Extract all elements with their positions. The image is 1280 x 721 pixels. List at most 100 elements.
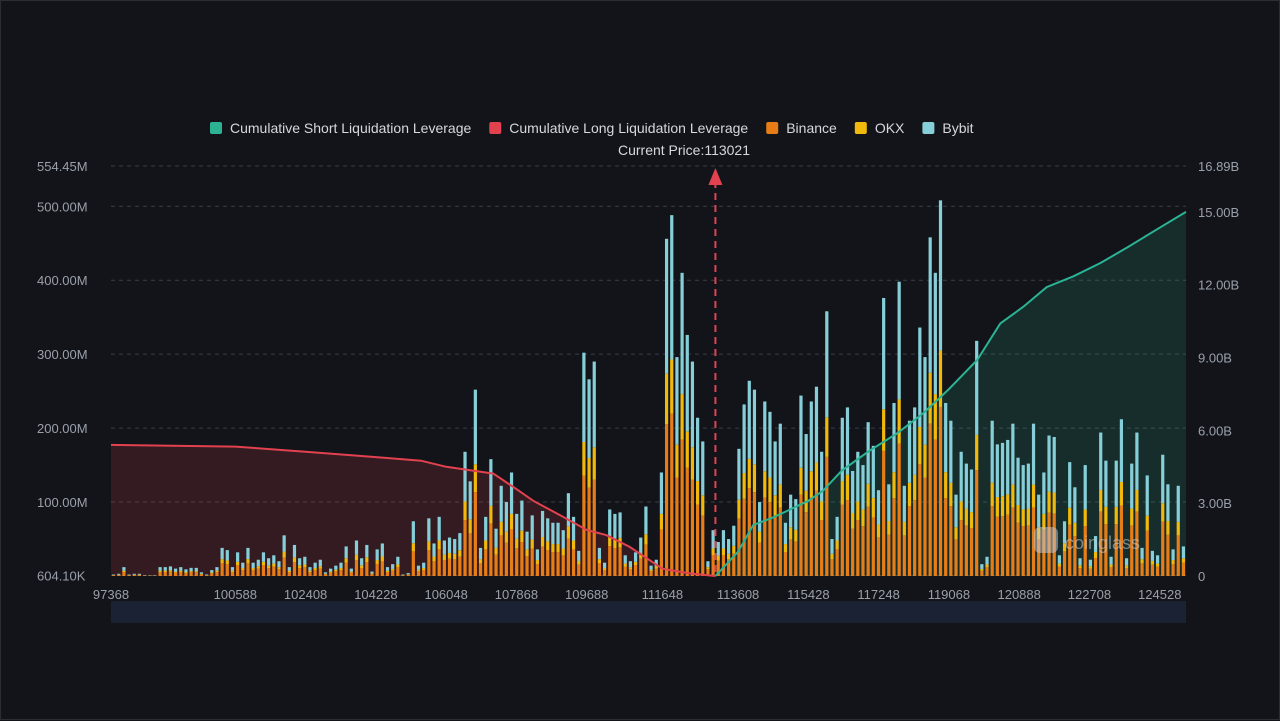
- bar-bybit: [370, 572, 373, 574]
- bar-bybit: [329, 569, 332, 572]
- bar-binance: [412, 551, 415, 576]
- bar-okx: [164, 571, 167, 572]
- bar-bybit: [1084, 465, 1087, 509]
- bar-binance: [991, 506, 994, 576]
- bar-okx: [158, 571, 161, 572]
- bar-okx: [892, 472, 895, 498]
- current-price-arrow-icon: [708, 168, 722, 185]
- bar-binance: [272, 567, 275, 576]
- bar-binance: [856, 520, 859, 576]
- y-left-tick: 100.00M: [37, 495, 88, 510]
- bar-okx: [567, 526, 570, 538]
- bar-okx: [355, 555, 358, 560]
- bar-okx: [727, 554, 730, 560]
- bar-binance: [164, 572, 167, 576]
- x-tick: 106048: [424, 587, 467, 602]
- bar-binance: [200, 574, 203, 576]
- bar-bybit: [1032, 424, 1035, 485]
- bar-binance: [210, 573, 213, 576]
- bar-binance: [489, 523, 492, 576]
- bar-binance: [1001, 516, 1004, 576]
- bar-binance: [572, 549, 575, 576]
- bar-binance: [629, 569, 632, 576]
- bar-bybit: [1037, 495, 1040, 528]
- bar-bybit: [174, 569, 177, 572]
- bar-binance: [903, 535, 906, 576]
- bar-bybit: [784, 523, 787, 544]
- bar-bybit: [184, 569, 187, 572]
- bar-okx: [541, 537, 544, 547]
- bar-binance: [923, 478, 926, 576]
- bar-bybit: [339, 563, 342, 568]
- bar-okx: [960, 501, 963, 520]
- bar-bybit: [691, 362, 694, 448]
- bar-binance: [985, 567, 988, 576]
- bar-okx: [272, 564, 275, 567]
- bar-okx: [789, 527, 792, 539]
- bar-binance: [892, 498, 895, 576]
- bar-okx: [887, 521, 890, 535]
- bar-bybit: [190, 568, 193, 571]
- bar-binance: [246, 563, 249, 576]
- bar-binance: [768, 502, 771, 576]
- bar-bybit: [1171, 549, 1174, 560]
- bar-bybit: [1053, 437, 1056, 493]
- bar-okx: [324, 574, 327, 575]
- bar-bybit: [639, 538, 642, 553]
- bar-binance: [872, 517, 875, 576]
- y-right-tick: 3.00B: [1198, 496, 1232, 511]
- bar-binance: [577, 565, 580, 576]
- bar-bybit: [743, 404, 746, 473]
- bar-bybit: [960, 452, 963, 502]
- current-price-marker: [708, 168, 722, 576]
- bar-binance: [324, 574, 327, 576]
- bar-binance: [867, 507, 870, 576]
- bar-okx: [923, 445, 926, 478]
- bar-binance: [241, 570, 244, 576]
- bar-bybit: [624, 555, 627, 563]
- bar-okx: [169, 570, 172, 571]
- bar-okx: [944, 472, 947, 498]
- bar-bybit: [236, 552, 239, 561]
- bar-bybit: [944, 403, 947, 472]
- x-tick: 100588: [214, 587, 257, 602]
- bar-bybit: [1130, 464, 1133, 509]
- bar-binance: [112, 575, 115, 576]
- bar-bybit: [913, 407, 916, 474]
- bar-okx: [593, 447, 596, 479]
- bar-okx: [484, 541, 487, 550]
- bar-binance: [515, 548, 518, 576]
- bar-okx: [1182, 558, 1185, 562]
- bar-okx: [190, 571, 193, 572]
- bar-binance: [376, 564, 379, 576]
- bar-bybit: [505, 502, 508, 532]
- bar-binance: [1125, 568, 1128, 576]
- bar-binance: [996, 517, 999, 576]
- bar-binance: [262, 565, 265, 576]
- bar-bybit: [438, 517, 441, 541]
- bar-bybit: [241, 563, 244, 568]
- bar-bybit: [1156, 555, 1159, 563]
- bar-okx: [221, 559, 224, 563]
- bar-bybit: [324, 572, 327, 573]
- bar-binance: [1058, 567, 1061, 576]
- bar-bybit: [1027, 464, 1030, 509]
- bar-okx: [345, 558, 348, 562]
- bar-binance: [846, 500, 849, 576]
- bar-okx: [350, 572, 353, 573]
- bar-okx: [784, 544, 787, 552]
- bar-binance: [1166, 535, 1169, 576]
- bar-okx: [246, 559, 249, 563]
- bar-bybit: [675, 357, 678, 445]
- bar-okx: [1011, 485, 1014, 508]
- bar-binance: [763, 497, 766, 576]
- bar-binance: [293, 562, 296, 576]
- bar-binance: [510, 529, 513, 576]
- bar-bybit: [1151, 551, 1154, 561]
- bar-okx: [649, 570, 652, 572]
- bar-bybit: [572, 517, 575, 541]
- bar-binance: [639, 559, 642, 576]
- x-tick: 124528: [1138, 587, 1181, 602]
- bar-binance: [1177, 535, 1180, 576]
- bar-okx: [262, 562, 265, 566]
